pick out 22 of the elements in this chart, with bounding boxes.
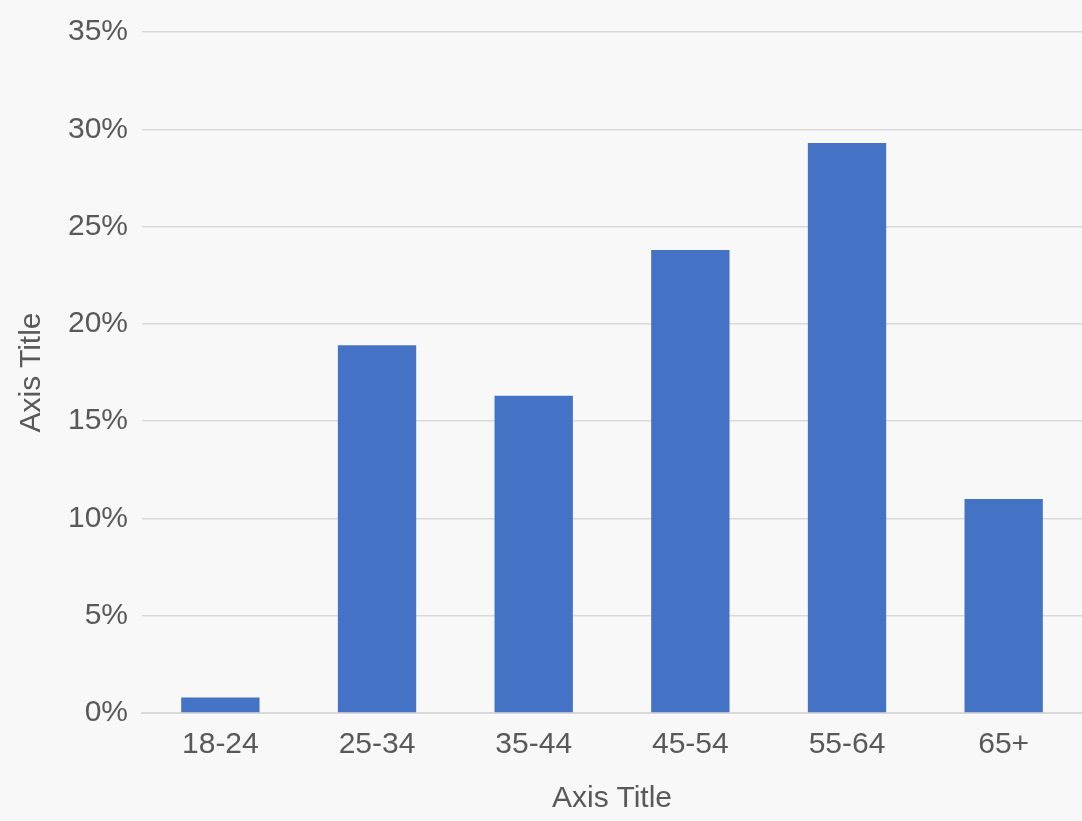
- y-tick-label: 15%: [68, 402, 129, 436]
- x-tick-label: 65+: [978, 726, 1030, 760]
- x-tick-label: 45-54: [651, 726, 729, 760]
- y-tick-label: 20%: [68, 305, 129, 339]
- bar: [494, 395, 573, 713]
- y-tick-label: 30%: [68, 110, 129, 144]
- bar: [181, 697, 260, 713]
- y-tick-label: 0%: [84, 694, 129, 728]
- y-axis-title: Axis Title: [13, 312, 47, 433]
- x-tick-label: 55-64: [808, 726, 886, 760]
- y-tick-label: 10%: [68, 499, 129, 533]
- bar: [651, 249, 730, 713]
- x-axis-title: Axis Title: [552, 780, 673, 814]
- bar: [964, 498, 1043, 713]
- bar: [337, 345, 417, 713]
- x-tick-label: 18-24: [182, 726, 259, 760]
- bar: [807, 142, 887, 713]
- x-tick-label: 35-44: [495, 726, 573, 760]
- y-tick-label: 35%: [68, 13, 129, 47]
- x-tick-label: 25-34: [338, 726, 416, 760]
- y-tick-label: 5%: [84, 596, 129, 630]
- y-tick-label: 25%: [68, 207, 129, 241]
